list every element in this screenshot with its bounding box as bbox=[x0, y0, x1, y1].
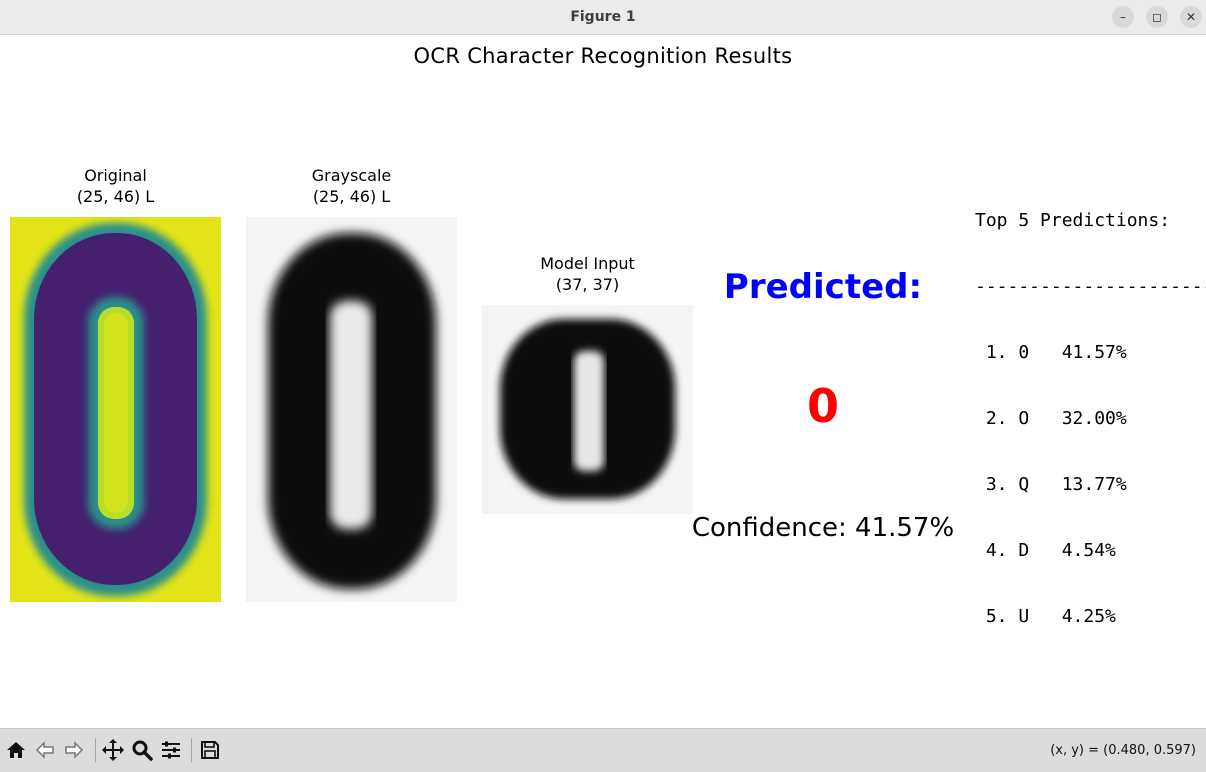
save-icon[interactable] bbox=[197, 737, 223, 763]
top5-row: 5. U 4.25% bbox=[975, 606, 1116, 627]
pan-icon[interactable] bbox=[100, 737, 126, 763]
cursor-coordinates: (x, y) = (0.480, 0.597) bbox=[1050, 743, 1196, 758]
close-button[interactable]: ✕ bbox=[1180, 6, 1202, 28]
configure-subplots-icon[interactable] bbox=[158, 737, 184, 763]
top5-row: 3. Q 13.77% bbox=[975, 474, 1127, 495]
original-panel-title: Original (25, 46) L bbox=[10, 165, 221, 207]
zoom-icon[interactable] bbox=[129, 737, 155, 763]
model-input-image bbox=[482, 305, 693, 514]
back-icon[interactable] bbox=[32, 737, 58, 763]
window-title: Figure 1 bbox=[570, 9, 636, 25]
model-input-title: Model Input bbox=[540, 254, 635, 273]
original-subtitle: (25, 46) L bbox=[76, 187, 155, 206]
predicted-character: 0 bbox=[806, 379, 839, 433]
top5-predictions: Top 5 Predictions: ---------------------… bbox=[975, 166, 1206, 672]
predicted-label: Predicted: bbox=[723, 267, 923, 307]
grayscale-subtitle: (25, 46) L bbox=[312, 187, 391, 206]
minimize-button[interactable]: – bbox=[1112, 6, 1134, 28]
home-icon[interactable] bbox=[3, 737, 29, 763]
original-title: Original bbox=[84, 166, 147, 185]
model-input-panel-title: Model Input (37, 37) bbox=[482, 253, 693, 295]
toolbar-separator bbox=[191, 738, 192, 762]
original-image bbox=[10, 217, 221, 602]
confidence-text: Confidence: 41.57% bbox=[691, 513, 955, 543]
top5-row: 4. D 4.54% bbox=[975, 540, 1116, 561]
forward-icon[interactable] bbox=[61, 737, 87, 763]
grayscale-title: Grayscale bbox=[311, 166, 392, 185]
model-input-subtitle: (37, 37) bbox=[555, 275, 620, 294]
top5-row: 2. O 32.00% bbox=[975, 408, 1127, 429]
top5-row: 1. 0 41.57% bbox=[975, 342, 1127, 363]
navigation-toolbar: (x, y) = (0.480, 0.597) bbox=[0, 728, 1206, 772]
maximize-button[interactable]: ◻ bbox=[1146, 6, 1168, 28]
grayscale-image bbox=[246, 217, 457, 602]
toolbar-separator bbox=[95, 738, 96, 762]
window-titlebar: Figure 1 – ◻ ✕ bbox=[0, 0, 1206, 35]
top5-header: Top 5 Predictions: bbox=[975, 210, 1171, 231]
top5-divider: ------------------------- bbox=[975, 276, 1206, 297]
figure-canvas[interactable]: OCR Character Recognition Results Origin… bbox=[0, 35, 1206, 728]
figure-suptitle: OCR Character Recognition Results bbox=[413, 44, 793, 68]
grayscale-panel-title: Grayscale (25, 46) L bbox=[246, 165, 457, 207]
